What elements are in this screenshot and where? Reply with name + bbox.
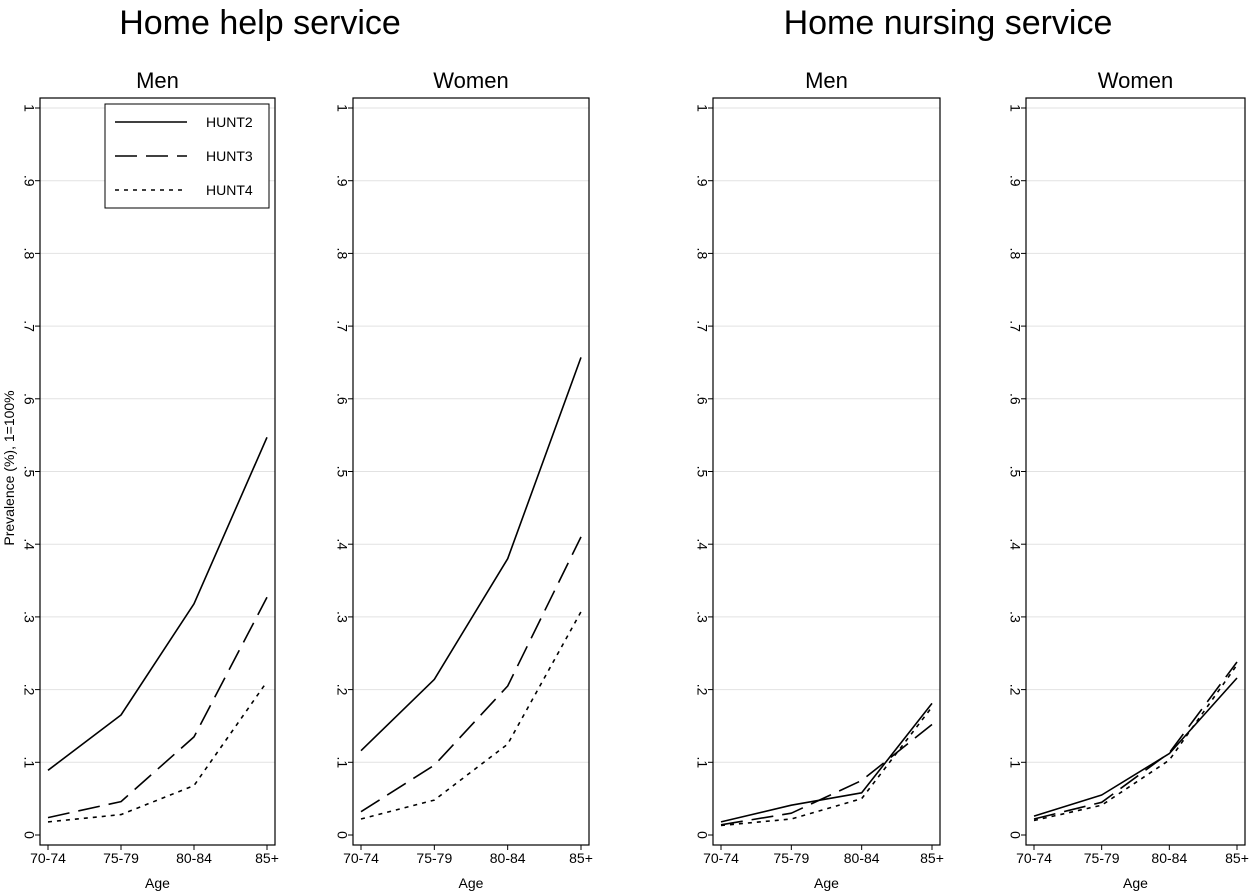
- y-tick-label: .1: [694, 756, 710, 768]
- y-tick-label: .2: [334, 684, 350, 696]
- group-title-home-help: Home help service: [119, 4, 401, 42]
- series-line-hunt2: [720, 702, 933, 823]
- series-line-hunt3: [720, 723, 933, 826]
- y-tick-label: .6: [1007, 393, 1023, 405]
- y-tick-label: .9: [334, 175, 350, 187]
- y-tick-label: .4: [21, 538, 37, 550]
- x-axis-label: Age: [145, 875, 170, 891]
- y-tick-label: 0: [1007, 831, 1023, 839]
- x-tick-label: 80-84: [490, 850, 526, 866]
- y-tick-label: .5: [334, 466, 350, 478]
- y-tick-label: .3: [21, 611, 37, 623]
- y-tick-label: 0: [694, 831, 710, 839]
- panel-3: 0 .1 .2 .3 .4 .5 .6 .7 .8 .9 1 70-74 75-79 80-84 85+ Ag…: [1007, 68, 1249, 891]
- series-line-hunt4: [360, 611, 582, 820]
- legend-label: HUNT4: [206, 182, 253, 198]
- y-tick-label: 0: [21, 831, 37, 839]
- series-line-hunt2: [47, 436, 268, 771]
- x-tick-label: 75-79: [103, 850, 139, 866]
- legend-label: HUNT3: [206, 148, 253, 164]
- x-tick-label: 70-74: [1016, 850, 1052, 866]
- panel-title: Men: [805, 68, 848, 93]
- x-tick-label: 85+: [920, 850, 944, 866]
- y-tick-label: .2: [21, 684, 37, 696]
- panel-1: 0 .1 .2 .3 .4 .5 .6 .7 .8 .9 1 70-74 75-79 80-84 85+ Ag…: [334, 68, 593, 891]
- y-tick-label: .7: [694, 320, 710, 332]
- y-tick-label: .6: [694, 393, 710, 405]
- x-tick-label: 70-74: [343, 850, 379, 866]
- series-line-hunt3: [360, 536, 582, 813]
- x-tick-label: 75-79: [773, 850, 809, 866]
- x-tick-label: 75-79: [416, 850, 452, 866]
- panel-title: Women: [1098, 68, 1173, 93]
- panel-title: Men: [136, 68, 179, 93]
- y-tick-label: .9: [694, 175, 710, 187]
- y-tick-label: .5: [21, 466, 37, 478]
- panel-title: Women: [433, 68, 508, 93]
- y-tick-label: 0: [334, 831, 350, 839]
- y-tick-label: 1: [21, 104, 37, 112]
- y-tick-label: .4: [694, 538, 710, 550]
- y-tick-label: 1: [1007, 104, 1023, 112]
- series-line-hunt2: [360, 357, 582, 752]
- y-axis-label: Prevalence (%), 1=100%: [1, 390, 17, 545]
- y-tick-label: .1: [1007, 756, 1023, 768]
- y-tick-label: .5: [1007, 466, 1023, 478]
- series-line-hunt4: [720, 706, 933, 827]
- series-line-hunt4: [1033, 664, 1238, 822]
- y-tick-label: .5: [694, 466, 710, 478]
- x-tick-label: 85+: [1225, 850, 1249, 866]
- y-tick-label: .8: [694, 248, 710, 260]
- x-tick-label: 70-74: [30, 850, 66, 866]
- y-tick-label: .4: [334, 538, 350, 550]
- y-tick-label: 1: [334, 104, 350, 112]
- y-tick-label: .3: [334, 611, 350, 623]
- x-tick-label: 75-79: [1084, 850, 1120, 866]
- y-tick-label: .8: [334, 248, 350, 260]
- y-tick-label: .6: [334, 393, 350, 405]
- y-tick-label: .3: [1007, 611, 1023, 623]
- legend-label: HUNT2: [206, 114, 253, 130]
- y-tick-label: .7: [21, 320, 37, 332]
- panel-0: 0 .1 .2 .3 .4 .5 .6 .7 .8 .9 1 70-74 75-79 80-84 85+ Ag…: [1, 68, 279, 891]
- y-tick-label: .8: [1007, 248, 1023, 260]
- y-tick-label: .2: [694, 684, 710, 696]
- panel-2: 0 .1 .2 .3 .4 .5 .6 .7 .8 .9 1 70-74 75-79 80-84 85+ Ag…: [694, 68, 944, 891]
- y-tick-label: .7: [334, 320, 350, 332]
- y-tick-label: .3: [694, 611, 710, 623]
- series-line-hunt2: [1033, 677, 1238, 817]
- y-tick-label: .9: [1007, 175, 1023, 187]
- legend: HUNT2 HUNT3 HUNT4: [104, 103, 270, 209]
- x-axis-label: Age: [814, 875, 839, 891]
- x-tick-label: 70-74: [703, 850, 739, 866]
- series-line-hunt4: [47, 681, 268, 823]
- y-tick-label: 1: [694, 104, 710, 112]
- y-tick-label: .1: [334, 756, 350, 768]
- x-tick-label: 85+: [569, 850, 593, 866]
- series-line-hunt3: [1033, 661, 1238, 820]
- y-tick-label: .1: [21, 756, 37, 768]
- x-tick-label: 80-84: [844, 850, 880, 866]
- y-tick-label: .8: [21, 248, 37, 260]
- x-tick-label: 80-84: [1151, 850, 1187, 866]
- x-tick-label: 80-84: [176, 850, 212, 866]
- y-tick-label: .9: [21, 175, 37, 187]
- y-tick-label: .6: [21, 393, 37, 405]
- y-tick-label: .4: [1007, 538, 1023, 550]
- y-tick-label: .2: [1007, 684, 1023, 696]
- y-tick-label: .7: [1007, 320, 1023, 332]
- x-axis-label: Age: [459, 875, 484, 891]
- group-title-home-nursing: Home nursing service: [783, 4, 1113, 42]
- series-line-hunt3: [47, 596, 268, 819]
- x-axis-label: Age: [1123, 875, 1148, 891]
- x-tick-label: 85+: [255, 850, 279, 866]
